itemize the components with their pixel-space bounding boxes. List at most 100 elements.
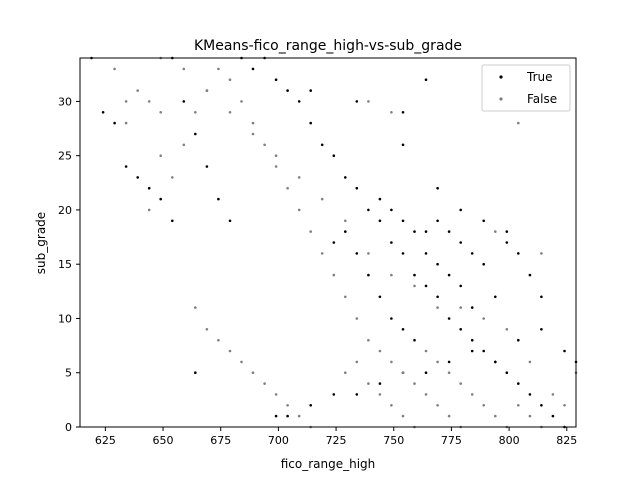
point-false xyxy=(251,132,255,136)
point-true xyxy=(355,393,359,396)
point-false xyxy=(436,306,439,309)
point-false xyxy=(355,317,359,320)
point-true xyxy=(320,143,324,147)
point-false xyxy=(286,186,289,190)
y-tick-label: 25 xyxy=(58,150,72,163)
point-true xyxy=(274,414,278,418)
point-true xyxy=(182,100,186,103)
point-false xyxy=(551,393,555,396)
point-true xyxy=(228,219,232,223)
point-false xyxy=(540,252,543,255)
point-false xyxy=(367,252,370,255)
point-false xyxy=(228,111,232,114)
point-true xyxy=(113,121,116,125)
point-false xyxy=(251,371,255,375)
point-false xyxy=(482,317,486,320)
point-false xyxy=(390,360,393,364)
point-false xyxy=(470,393,474,396)
point-true xyxy=(124,165,128,168)
point-true xyxy=(459,328,463,331)
point-false xyxy=(459,306,463,309)
point-false xyxy=(205,89,209,92)
point-true xyxy=(332,393,336,396)
x-tick-label: 650 xyxy=(153,434,174,447)
point-false xyxy=(413,284,416,288)
point-false xyxy=(320,197,324,201)
point-true xyxy=(459,284,463,288)
point-true xyxy=(332,154,336,157)
point-true xyxy=(528,393,532,396)
point-true xyxy=(355,100,359,103)
y-tick-label: 5 xyxy=(65,367,72,380)
x-tick-label: 750 xyxy=(383,434,404,447)
point-true xyxy=(517,338,520,342)
point-false xyxy=(159,111,162,114)
point-true xyxy=(436,186,439,190)
point-false xyxy=(205,328,209,331)
point-true xyxy=(390,241,393,244)
point-true xyxy=(424,252,428,255)
point-true xyxy=(401,111,405,114)
plot-frame xyxy=(79,57,577,428)
point-true xyxy=(378,295,382,299)
point-false xyxy=(436,360,439,364)
point-false xyxy=(332,273,336,277)
point-false xyxy=(297,176,301,179)
point-true xyxy=(217,197,220,201)
point-false xyxy=(494,230,497,233)
point-false xyxy=(263,143,266,147)
point-false xyxy=(367,100,370,103)
point-false xyxy=(390,273,393,277)
point-true xyxy=(494,360,497,364)
point-true xyxy=(401,252,405,255)
point-false xyxy=(494,414,497,418)
point-false xyxy=(390,404,393,407)
y-axis-label: sub_grade xyxy=(34,212,48,274)
point-true xyxy=(344,176,347,179)
point-false xyxy=(413,382,416,385)
point-true xyxy=(540,295,543,299)
point-true xyxy=(367,273,370,277)
point-false xyxy=(517,404,520,407)
point-false xyxy=(228,349,232,353)
point-true xyxy=(494,295,497,299)
point-true xyxy=(251,67,255,71)
point-true xyxy=(147,186,151,190)
point-true xyxy=(551,414,555,418)
y-tick-label: 30 xyxy=(58,95,72,108)
point-true xyxy=(286,89,289,92)
point-true xyxy=(505,230,509,233)
point-false xyxy=(344,371,347,375)
point-false xyxy=(113,67,116,71)
point-false xyxy=(274,393,278,396)
point-false xyxy=(147,208,151,212)
point-true xyxy=(378,219,382,223)
point-true xyxy=(309,404,313,407)
point-true xyxy=(517,252,520,255)
point-false xyxy=(194,111,197,114)
point-false xyxy=(505,328,509,331)
point-true xyxy=(101,111,105,114)
point-false xyxy=(517,121,520,125)
point-true xyxy=(286,414,289,418)
point-true xyxy=(540,328,543,331)
point-true xyxy=(482,262,486,266)
point-false xyxy=(124,100,128,103)
point-true xyxy=(171,219,174,223)
point-false xyxy=(344,295,347,299)
y-tick-label: 10 xyxy=(58,312,72,325)
legend-label-false: False xyxy=(527,92,557,106)
legend-marker-false xyxy=(499,97,503,101)
point-true xyxy=(413,273,416,277)
point-true xyxy=(505,241,509,244)
point-false xyxy=(367,382,370,385)
point-true xyxy=(401,328,405,331)
x-tick-label: 725 xyxy=(326,434,347,447)
point-true xyxy=(424,371,428,375)
point-true xyxy=(194,371,197,375)
legend-label-true: True xyxy=(526,70,553,84)
point-true xyxy=(355,252,359,255)
point-false xyxy=(147,100,151,103)
